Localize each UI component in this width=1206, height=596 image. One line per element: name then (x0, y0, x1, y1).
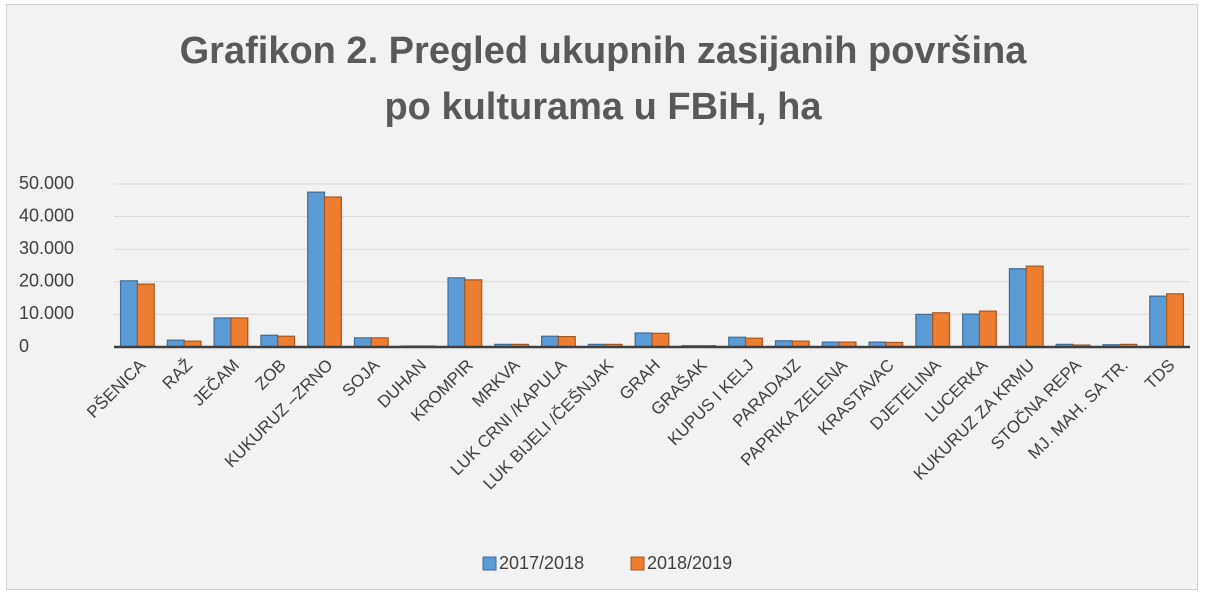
bar (213, 317, 232, 348)
bar (136, 283, 155, 348)
bar (1008, 268, 1027, 348)
legend-label: 2018/2019 (647, 553, 732, 573)
y-tick-label: 30.000 (19, 238, 74, 258)
bar (1025, 265, 1044, 348)
bar (119, 280, 138, 348)
bar (540, 335, 560, 348)
bar (323, 196, 342, 348)
bar (651, 332, 670, 348)
x-tick-label: SOJA (338, 355, 383, 400)
x-tick-label: RAŽ (159, 356, 196, 393)
x-tick-label: TDS (1141, 356, 1178, 393)
bar (962, 313, 981, 348)
legend-swatch (630, 556, 645, 571)
bar (370, 337, 389, 348)
y-tick-label: 40.000 (19, 205, 74, 225)
bar (932, 312, 951, 348)
bar (260, 334, 279, 348)
y-tick-label: 50.000 (19, 173, 74, 193)
bar (1166, 293, 1185, 348)
y-tick-label: 20.000 (19, 271, 74, 291)
bar (728, 336, 747, 348)
bar (277, 335, 296, 348)
chart-title: Grafikon 2. Pregled ukupnih zasijanih po… (179, 30, 1027, 128)
bar (1149, 295, 1168, 348)
bar (634, 332, 653, 348)
x-tick-label: PŠENICA (83, 355, 150, 422)
bar (353, 337, 372, 348)
chart: 0 10.000 20.000 30.000 40.000 50.000 PŠENICA RA… (19, 173, 1190, 573)
bar (307, 191, 326, 348)
bar (915, 313, 934, 348)
bar (744, 337, 764, 348)
bar (230, 317, 249, 348)
chart-area: Grafikon 2. Pregled ukupnih zasijanih po… (6, 4, 1198, 590)
legend-label: 2017/2018 (499, 553, 584, 573)
bar (447, 277, 466, 348)
bar (464, 279, 483, 348)
x-tick-label: JEČAM (189, 356, 243, 410)
bar (978, 310, 997, 348)
bar (557, 335, 576, 348)
legend-swatch (482, 556, 497, 571)
x-tick-label: ZOB (252, 356, 290, 394)
y-tick-label: 0 (19, 336, 29, 356)
y-tick-label: 10.000 (19, 303, 74, 323)
